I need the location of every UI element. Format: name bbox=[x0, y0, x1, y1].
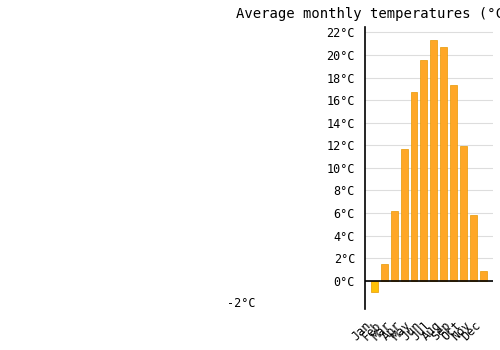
Bar bbox=[420, 60, 428, 281]
Bar bbox=[370, 281, 378, 292]
Bar bbox=[390, 211, 398, 281]
Bar bbox=[400, 149, 407, 281]
Bar bbox=[480, 271, 487, 281]
Title: Average monthly temperatures (°C ) in Orgovány: Average monthly temperatures (°C ) in Or… bbox=[236, 7, 500, 21]
Bar bbox=[410, 92, 418, 281]
Bar bbox=[430, 40, 438, 281]
Bar bbox=[470, 215, 478, 281]
Bar bbox=[440, 47, 448, 281]
Text: -2°C: -2°C bbox=[228, 297, 256, 310]
Bar bbox=[460, 146, 468, 281]
Bar bbox=[380, 264, 388, 281]
Bar bbox=[450, 85, 458, 281]
